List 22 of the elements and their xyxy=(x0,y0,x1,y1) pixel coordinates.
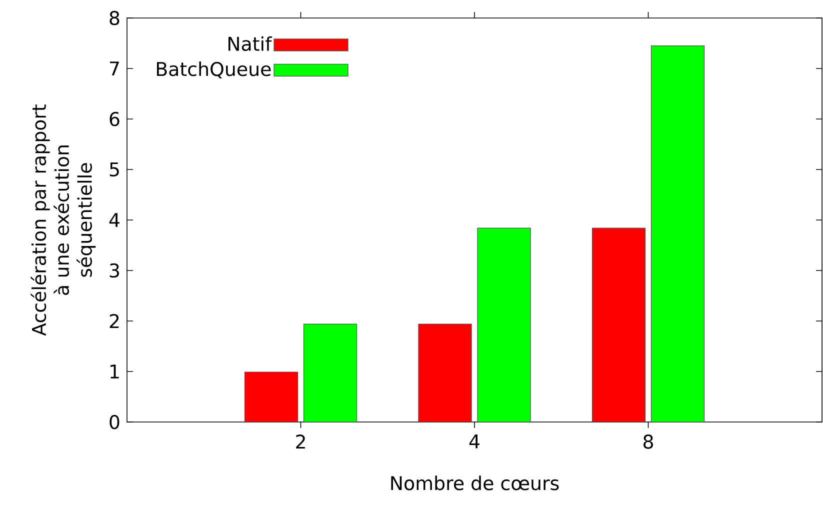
y-tick-label: 4 xyxy=(109,213,120,227)
legend-label: BatchQueue xyxy=(156,62,271,78)
y-axis-title: Accélération par rapport à une exécution séquentielle xyxy=(30,104,96,336)
legend-label: Natif xyxy=(228,36,272,51)
x-tick-label: 2 xyxy=(296,434,305,449)
y-tick-label: 3 xyxy=(110,263,119,278)
bar xyxy=(244,372,298,422)
y-tick-label: 6 xyxy=(110,112,120,126)
bar xyxy=(303,324,358,422)
y-tick-label: 5 xyxy=(110,162,119,177)
x-axis-title: Nombre de cœurs xyxy=(391,476,559,490)
y-tick-label: 2 xyxy=(110,314,119,328)
bar xyxy=(650,45,705,422)
x-tick-label: 4 xyxy=(469,434,480,448)
y-tick-label: 8 xyxy=(110,10,120,26)
bar xyxy=(477,228,531,422)
y-tick-label: 1 xyxy=(110,364,119,378)
bar xyxy=(592,228,646,422)
bar xyxy=(418,324,472,422)
x-tick-label: 8 xyxy=(644,434,653,449)
y-tick-label: 7 xyxy=(110,62,119,76)
y-tick-label: 0 xyxy=(110,414,120,430)
